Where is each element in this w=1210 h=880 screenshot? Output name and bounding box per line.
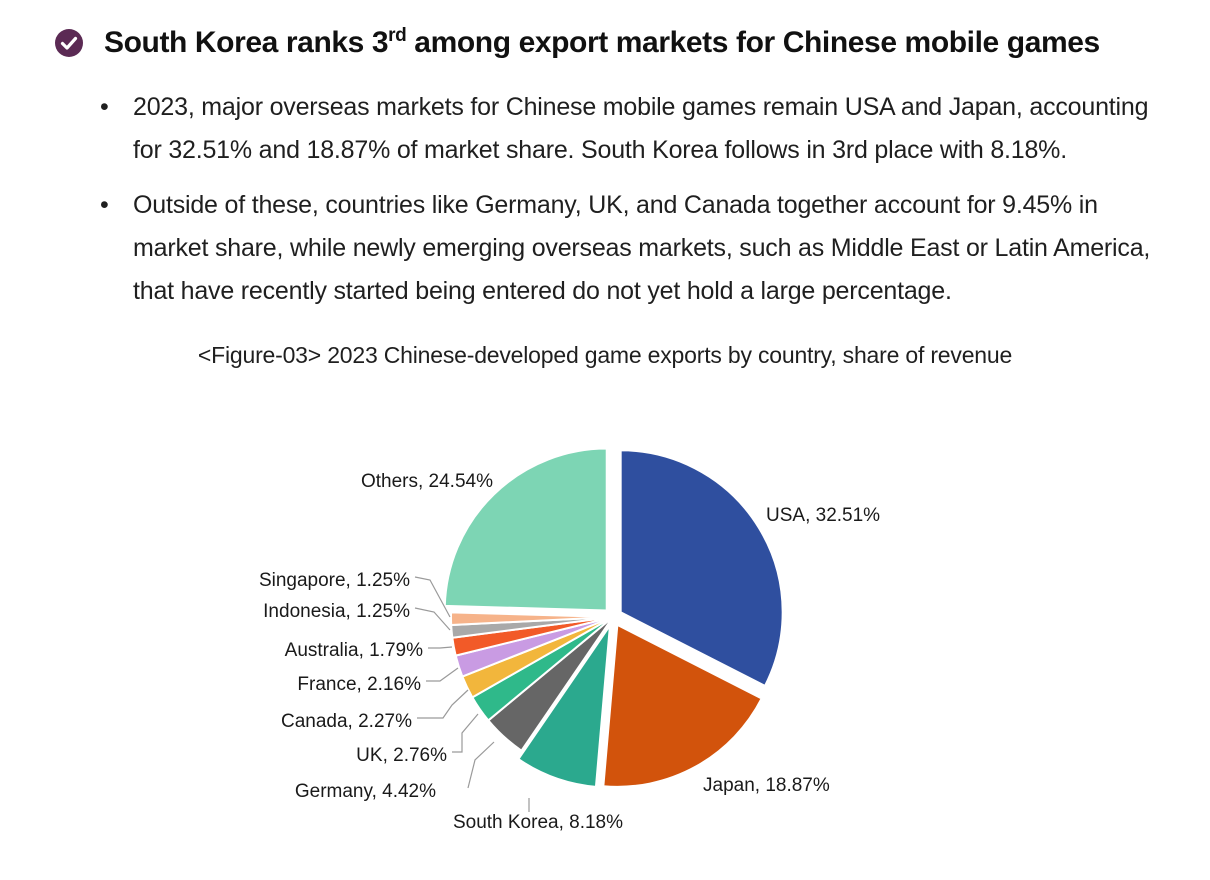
slice-label-usa: USA, 32.51% [766,505,880,526]
bullet-item: • 2023, major overseas markets for Chines… [100,93,1149,164]
slice-label-singapore: Singapore, 1.25% [259,570,410,591]
leader-line-france [426,667,459,682]
pie-slice-usa [619,449,784,688]
slice-label-south-korea: South Korea, 8.18% [453,812,623,833]
slice-label-canada: Canada, 2.27% [281,711,412,732]
headline-title: South Korea ranks 3rd among export marke… [104,25,1100,59]
pie-slice-japan [602,623,764,788]
pie-slice-south-korea [517,621,612,788]
leader-line-indonesia [414,607,451,631]
headline-superscript: rd [388,25,407,46]
leader-line-australia [428,646,453,649]
bullet-list: • 2023, major overseas markets for Chines… [100,86,1170,325]
slice-label-japan: Japan, 18.87% [703,775,830,796]
pie-slice-others [443,447,608,612]
leader-line-uk [452,713,479,753]
slice-label-indonesia: Indonesia, 1.25% [263,601,410,622]
bullet-text: 2023, major overseas markets for Chinese… [133,93,1149,164]
leader-line-canada [417,689,469,719]
slice-label-germany: Germany, 4.42% [295,781,436,802]
figure-caption: <Figure-03> 2023 Chinese-developed game … [197,342,1013,368]
bullet-item: • Outside of these, countries like German… [100,191,1151,305]
check-circle-icon [55,29,83,57]
headline: South Korea ranks 3rd among export marke… [54,26,1100,60]
slice-label-uk: UK, 2.76% [356,745,447,766]
slice-label-others: Others, 24.54% [361,471,493,492]
leader-line-singapore [414,576,451,618]
leader-line-germany [467,741,495,789]
slice-label-australia: Australia, 1.79% [285,640,423,661]
pie-slice-singapore [450,611,614,627]
slice-label-france: France, 2.16% [297,674,421,695]
bullet-text: Outside of these, countries like Germany… [133,191,1151,305]
